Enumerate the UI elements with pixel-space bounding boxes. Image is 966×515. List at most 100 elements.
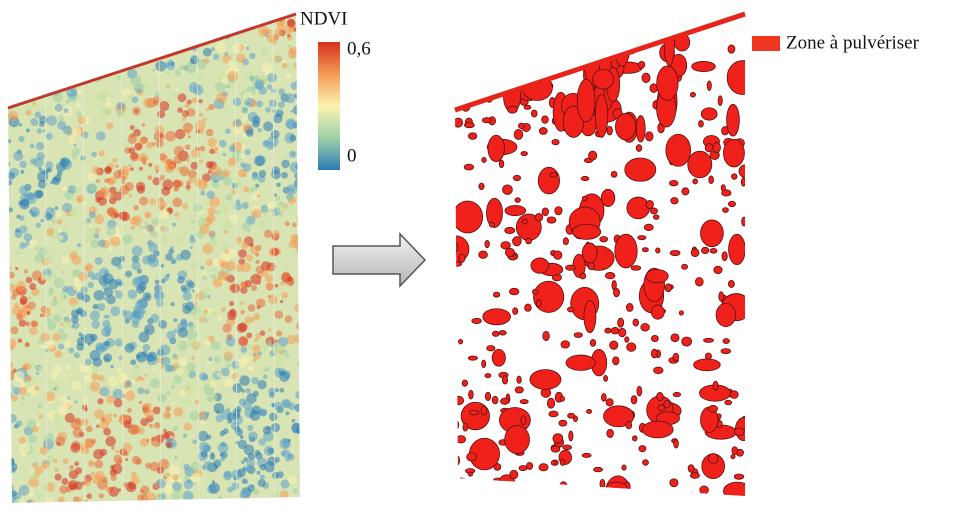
ndvi-pixel xyxy=(70,20,79,28)
spray-zone xyxy=(670,333,680,343)
ndvi-pixel xyxy=(200,27,205,32)
ndvi-pixel xyxy=(215,81,226,92)
track xyxy=(120,14,124,503)
ndvi-pixel xyxy=(229,370,234,376)
spray-zone xyxy=(508,49,514,59)
ndvi-pixel xyxy=(117,21,124,28)
ndvi-pixel xyxy=(285,354,290,359)
spray-zone xyxy=(635,115,646,143)
spray-zone xyxy=(484,240,490,249)
spray-zone xyxy=(632,318,639,327)
ndvi-pixel xyxy=(190,261,200,270)
ndvi-pixel xyxy=(30,320,37,327)
ndvi-pixel xyxy=(219,204,228,213)
spray-zone xyxy=(652,214,660,220)
ndvi-pixel xyxy=(132,106,141,116)
ndvi-pixel xyxy=(215,14,220,19)
ndvi-pixel xyxy=(285,457,290,462)
spray-zone xyxy=(699,485,709,495)
ndvi-pixel xyxy=(212,267,218,273)
ndvi-pixel xyxy=(46,228,54,236)
ndvi-pixel xyxy=(266,84,273,90)
ndvi-pixel xyxy=(242,399,253,410)
ndvi-pixel xyxy=(63,14,73,21)
spray-zone xyxy=(525,14,540,29)
ndvi-pixel xyxy=(151,218,159,226)
ndvi-pixel xyxy=(173,455,178,460)
spray-zone xyxy=(618,327,627,338)
ndvi-pixel xyxy=(280,281,286,287)
ndvi-pixel xyxy=(152,497,161,503)
ndvi-pixel xyxy=(261,261,271,271)
ndvi-pixel xyxy=(24,193,29,198)
ndvi-pixel xyxy=(263,121,274,132)
ndvi-pixel xyxy=(130,225,135,230)
spray-zone xyxy=(525,462,534,470)
ndvi-pixel xyxy=(131,255,140,264)
spray-zone xyxy=(492,79,500,88)
ndvi-pixel xyxy=(274,310,284,319)
spray-zone xyxy=(695,277,704,287)
spray-zone xyxy=(455,261,463,267)
ndvi-pixel xyxy=(255,100,264,108)
ndvi-pixel xyxy=(87,281,94,289)
ndvi-pixel xyxy=(242,114,248,121)
ndvi-pixel xyxy=(18,485,30,496)
ndvi-pixel xyxy=(114,25,124,35)
ndvi-pixel xyxy=(17,338,23,343)
ndvi-pixel xyxy=(34,465,44,475)
legend-swatch xyxy=(752,36,780,51)
spray-zone xyxy=(529,369,562,390)
spray-zone xyxy=(522,490,531,496)
ndvi-pixel xyxy=(38,55,47,65)
spray-zone xyxy=(636,385,643,397)
ndvi-pixel xyxy=(106,122,114,130)
ndvi-pixel xyxy=(186,187,190,192)
ndvi-pixel xyxy=(18,200,24,206)
ndvi-pixel xyxy=(213,459,222,468)
ndvi-pixel xyxy=(8,392,13,399)
ndvi-pixel xyxy=(258,351,262,356)
spray-zone xyxy=(484,391,492,402)
ndvi-pixel xyxy=(73,276,80,282)
spray-zone xyxy=(581,242,598,264)
ndvi-pixel xyxy=(29,143,35,149)
ndvi-pixel xyxy=(16,313,23,321)
ndvi-pixel xyxy=(148,22,157,31)
ndvi-pixel xyxy=(243,14,251,19)
ndvi-pixel xyxy=(136,268,142,274)
spray-zone xyxy=(530,483,540,492)
spray-zone xyxy=(504,247,515,257)
ndvi-pixel xyxy=(139,196,149,206)
ndvi-pixel xyxy=(46,340,55,349)
spray-zone xyxy=(588,150,598,161)
ndvi-pixel xyxy=(96,42,106,51)
spray-zone xyxy=(481,359,487,368)
spray-zone xyxy=(709,248,718,254)
ndvi-pixel xyxy=(57,292,67,302)
spray-zone xyxy=(664,283,672,293)
ndvi-pixel xyxy=(40,21,50,31)
ndvi-pixel xyxy=(88,211,96,219)
ndvi-pixel xyxy=(166,330,176,340)
ndvi-pixel xyxy=(174,211,180,217)
ndvi-pixel xyxy=(239,337,248,345)
ndvi-pixel xyxy=(251,20,256,26)
spray-zone xyxy=(681,263,688,270)
ndvi-pixel xyxy=(26,311,30,316)
spray-zone xyxy=(708,453,719,464)
spray-zone xyxy=(603,375,609,382)
ndvi-pixel xyxy=(109,236,121,247)
ndvi-pixel xyxy=(133,128,141,137)
spray-zone xyxy=(592,69,615,90)
ndvi-pixel xyxy=(24,305,28,309)
ndvi-pixel xyxy=(235,236,243,244)
track xyxy=(196,14,200,503)
spray-zone xyxy=(471,317,482,324)
ndvi-pixel xyxy=(125,48,134,56)
ndvi-pixel xyxy=(183,382,194,394)
ndvi-pixel xyxy=(231,182,238,189)
ndvi-pixel xyxy=(246,343,253,350)
ndvi-pixel xyxy=(267,72,277,83)
ndvi-pixel xyxy=(105,314,111,319)
